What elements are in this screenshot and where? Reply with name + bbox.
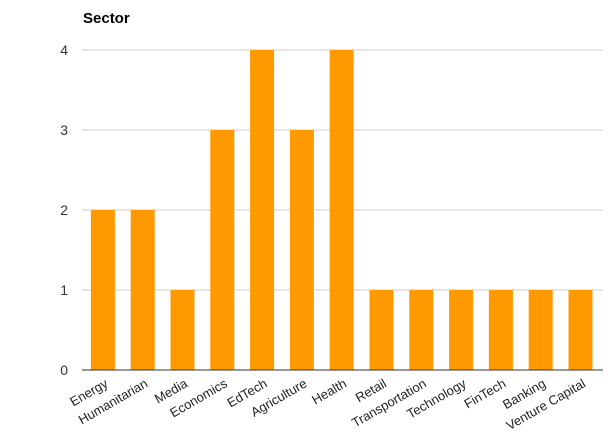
bar-venture-capital	[568, 290, 593, 370]
bar-technology	[449, 290, 474, 370]
bar-retail	[369, 290, 394, 370]
bar-fintech	[488, 290, 513, 370]
x-tick-label: Health	[309, 376, 349, 408]
bars	[90, 50, 593, 370]
chart-title: Sector	[83, 10, 130, 27]
bar-agriculture	[289, 130, 314, 370]
y-tick-label: 4	[60, 42, 68, 58]
y-tick-label: 1	[60, 282, 68, 298]
y-axis-ticks: 0 1 2 3 4	[60, 42, 68, 378]
y-tick-label: 2	[60, 202, 68, 218]
bar-media	[170, 290, 195, 370]
bar-economics	[210, 130, 235, 370]
bar-humanitarian	[130, 210, 155, 370]
bar-energy	[90, 210, 115, 370]
bar-edtech	[250, 50, 275, 370]
bar-health	[329, 50, 354, 370]
x-tick-label: FinTech	[461, 376, 508, 412]
bar-banking	[528, 290, 553, 370]
y-tick-label: 3	[60, 122, 68, 138]
bar-transportation	[409, 290, 434, 370]
y-tick-label: 0	[60, 362, 68, 378]
